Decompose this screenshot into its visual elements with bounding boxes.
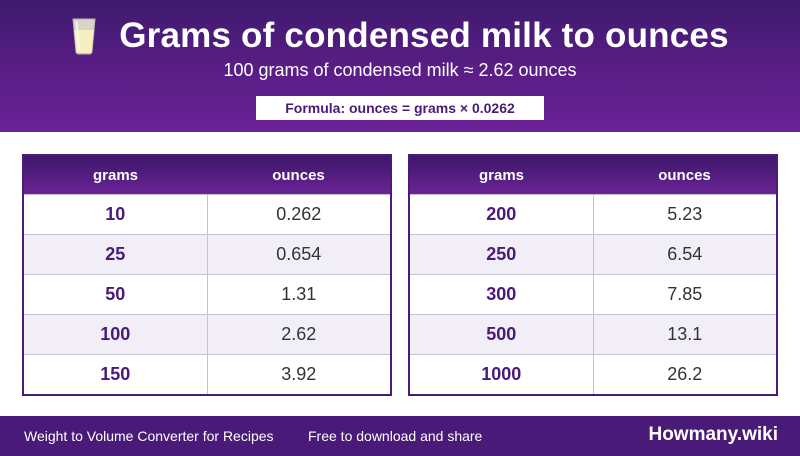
page-title: Grams of condensed milk to ounces [119, 16, 729, 55]
header-banner: Grams of condensed milk to ounces 100 gr… [0, 0, 800, 132]
table-row: 500 13.1 [408, 314, 778, 355]
ounces-cell: 1.31 [206, 274, 392, 315]
page-title-row: Grams of condensed milk to ounces [0, 14, 800, 58]
grams-cell: 10 [22, 194, 208, 235]
table-row: 200 5.23 [408, 194, 778, 235]
table-row: 150 3.92 [22, 354, 392, 396]
footer-app-name: Weight to Volume Converter for Recipes [24, 428, 274, 444]
conversion-table-left: grams ounces 10 0.262 25 0.654 50 1.31 1… [22, 154, 392, 396]
formula-box: Formula: ounces = grams × 0.0262 [256, 96, 544, 120]
glass-of-milk-icon [71, 17, 97, 55]
grams-cell: 200 [408, 194, 594, 235]
column-header-grams: grams [409, 155, 593, 195]
grams-cell: 1000 [408, 354, 594, 396]
grams-cell: 300 [408, 274, 594, 315]
grams-cell: 100 [22, 314, 208, 355]
ounces-cell: 2.62 [206, 314, 392, 355]
ounces-cell: 3.92 [206, 354, 392, 396]
column-header-ounces: ounces [207, 155, 391, 195]
grams-cell: 25 [22, 234, 208, 275]
grams-cell: 250 [408, 234, 594, 275]
conversion-table-right: grams ounces 200 5.23 250 6.54 300 7.85 … [408, 154, 778, 396]
table-header-row: grams ounces [23, 155, 391, 195]
page-subtitle: 100 grams of condensed milk ≈ 2.62 ounce… [223, 60, 577, 80]
table-row: 250 6.54 [408, 234, 778, 275]
table-row: 1000 26.2 [408, 354, 778, 396]
footer-bar: Weight to Volume Converter for Recipes F… [0, 416, 800, 456]
column-header-grams: grams [23, 155, 207, 195]
table-header-row: grams ounces [409, 155, 777, 195]
grams-cell: 500 [408, 314, 594, 355]
ounces-cell: 0.262 [206, 194, 392, 235]
ounces-cell: 13.1 [592, 314, 778, 355]
footer-brand-logo: Howmany.wiki [648, 424, 778, 445]
grams-cell: 50 [22, 274, 208, 315]
grams-cell: 150 [22, 354, 208, 396]
table-row: 300 7.85 [408, 274, 778, 315]
column-header-ounces: ounces [593, 155, 777, 195]
table-row: 100 2.62 [22, 314, 392, 355]
ounces-cell: 0.654 [206, 234, 392, 275]
table-row: 25 0.654 [22, 234, 392, 275]
ounces-cell: 6.54 [592, 234, 778, 275]
ounces-cell: 26.2 [592, 354, 778, 396]
table-row: 50 1.31 [22, 274, 392, 315]
ounces-cell: 7.85 [592, 274, 778, 315]
table-row: 10 0.262 [22, 194, 392, 235]
ounces-cell: 5.23 [592, 194, 778, 235]
footer-tagline: Free to download and share [308, 428, 483, 444]
